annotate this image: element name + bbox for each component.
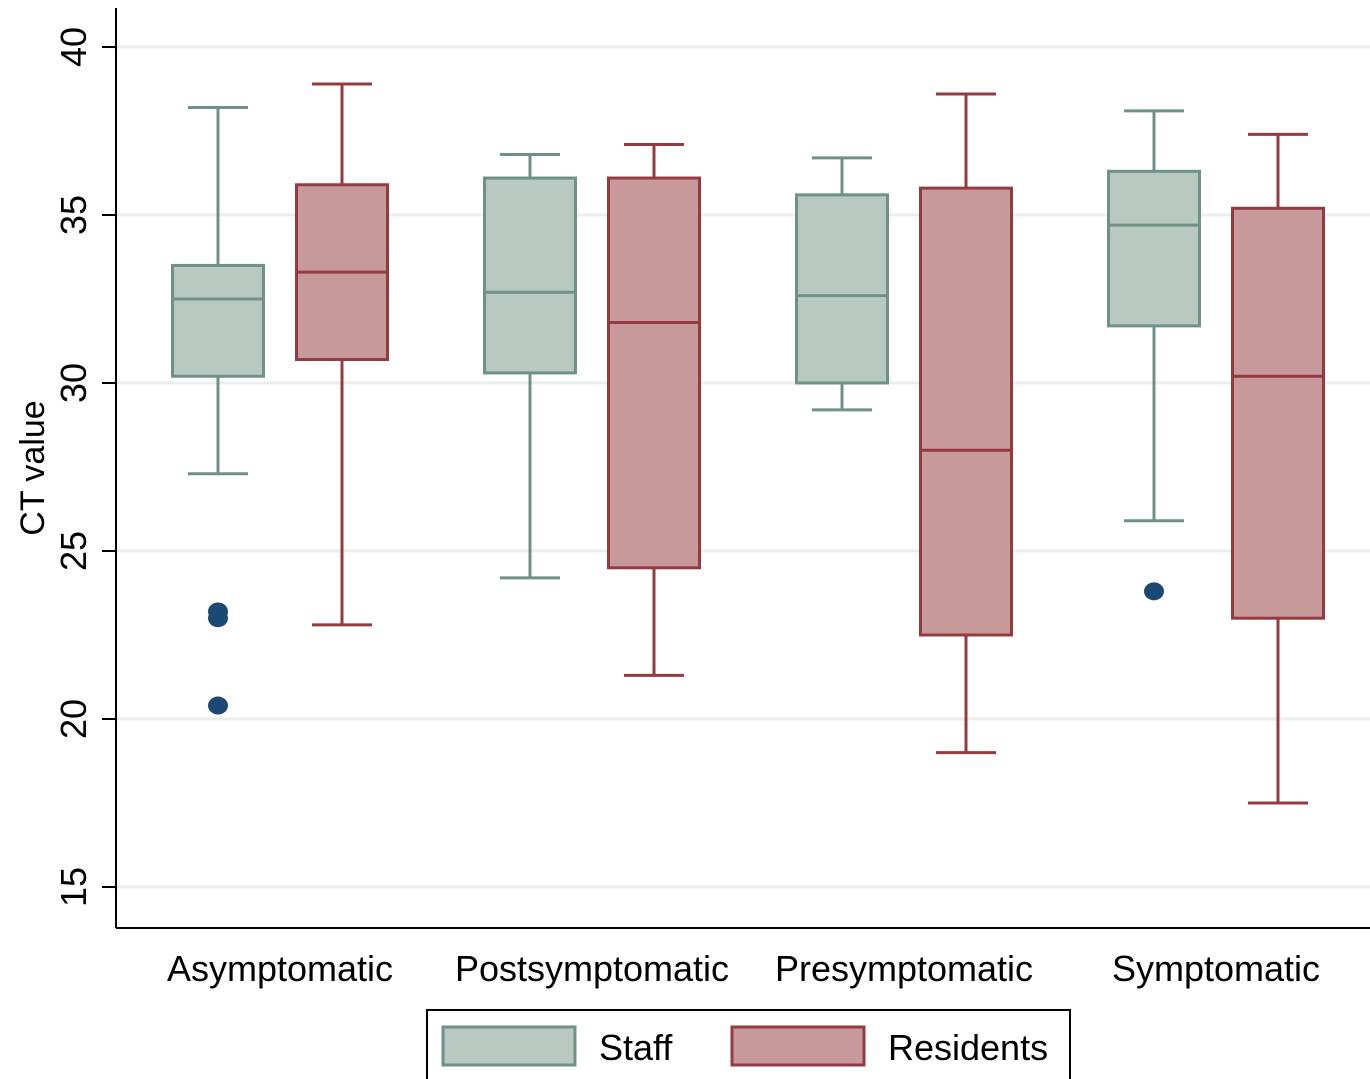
iqr-box bbox=[919, 186, 1013, 637]
box-staff-postsymptomatic bbox=[483, 153, 577, 580]
box-residents-symptomatic bbox=[1231, 132, 1325, 805]
boxes bbox=[171, 82, 1325, 805]
y-tick-label-30: 30 bbox=[53, 363, 94, 403]
axes bbox=[115, 8, 1370, 929]
x-category-label: Postsymptomatic bbox=[455, 948, 729, 989]
legend: Staff Residents bbox=[426, 1009, 1071, 1079]
category-labels: Asymptomatic Postsymptomatic Presymptomati… bbox=[167, 948, 1320, 989]
y-tick-label-25: 25 bbox=[53, 531, 94, 571]
y-tick-label-35: 35 bbox=[53, 195, 94, 235]
iqr-box bbox=[1231, 206, 1325, 620]
box-residents-postsymptomatic bbox=[607, 142, 701, 677]
iqr-box bbox=[607, 176, 701, 570]
box-staff-asymptomatic bbox=[171, 105, 265, 715]
x-category-label: Symptomatic bbox=[1112, 948, 1320, 989]
outlier-point bbox=[1144, 582, 1164, 601]
legend-label-staff: Staff bbox=[599, 1027, 673, 1068]
y-tick-label-15: 15 bbox=[53, 867, 94, 907]
legend-label-residents: Residents bbox=[888, 1027, 1048, 1068]
y-tick-label-40: 40 bbox=[53, 27, 94, 67]
x-category-label: Presymptomatic bbox=[775, 948, 1033, 989]
iqr-box bbox=[795, 193, 889, 385]
y-tick-label-20: 20 bbox=[53, 699, 94, 739]
box-residents-asymptomatic bbox=[295, 82, 389, 627]
box-residents-presymptomatic bbox=[919, 92, 1013, 755]
y-axis-title: CT value bbox=[14, 400, 52, 535]
outlier-point bbox=[208, 609, 228, 628]
iqr-box bbox=[483, 176, 577, 375]
box-staff-symptomatic bbox=[1107, 109, 1201, 601]
iqr-box bbox=[171, 263, 265, 378]
x-category-label: Asymptomatic bbox=[167, 948, 393, 989]
legend-swatch-staff bbox=[441, 1025, 577, 1067]
legend-swatch-residents bbox=[730, 1025, 866, 1067]
outlier-point bbox=[208, 696, 228, 715]
box-staff-presymptomatic bbox=[795, 156, 889, 412]
y-ticks: 15 20 25 30 35 40 bbox=[53, 27, 116, 907]
iqr-box bbox=[1107, 169, 1201, 328]
